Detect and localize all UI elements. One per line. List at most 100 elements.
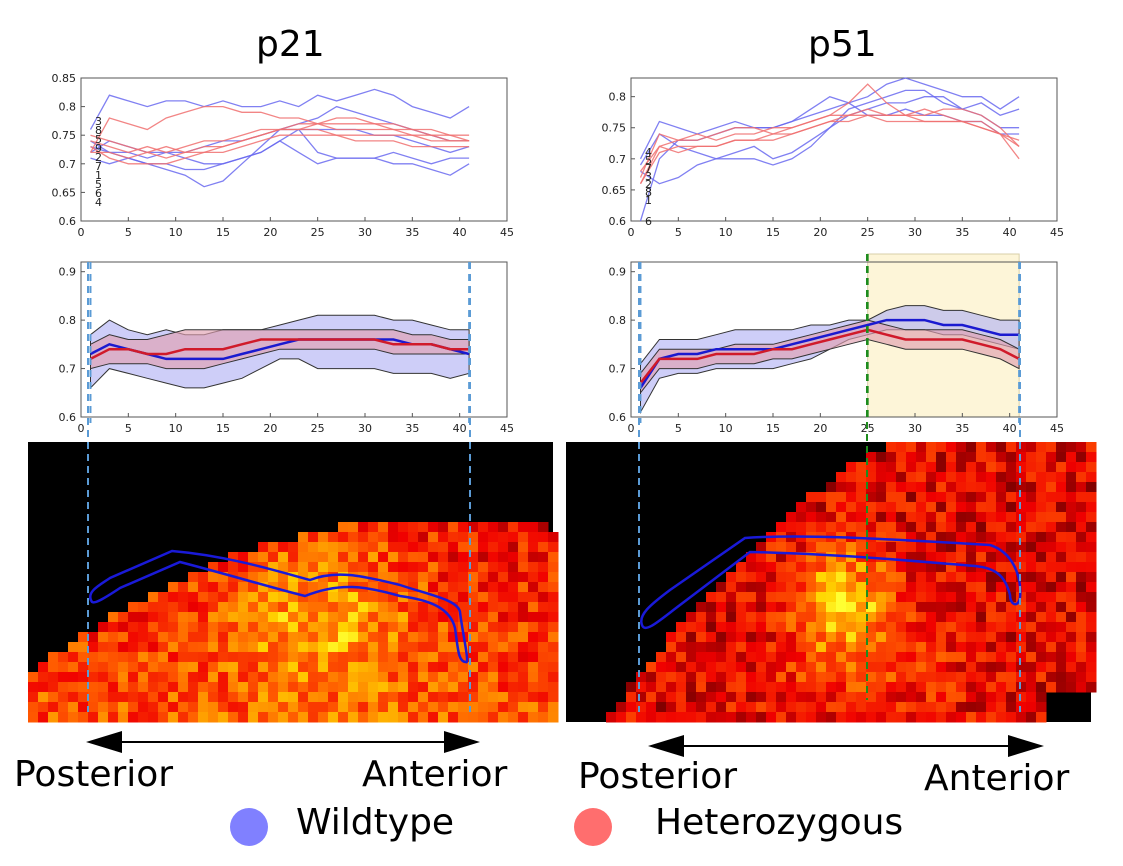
series-start-label: 2 bbox=[95, 151, 102, 164]
series-start-label: 9 bbox=[95, 142, 102, 155]
heatmap-p21 bbox=[28, 262, 559, 723]
heatmap-p21-cells bbox=[28, 522, 559, 723]
legend-wildtype-label: Wildtype bbox=[296, 802, 455, 843]
y-tick-label: 0.7 bbox=[609, 153, 627, 166]
x-tick-label: 45 bbox=[500, 226, 514, 239]
x-tick-label: 5 bbox=[675, 226, 682, 239]
y-tick-label: 0.9 bbox=[59, 266, 77, 279]
y-tick-label: 0.8 bbox=[59, 101, 77, 114]
x-tick-label: 20 bbox=[263, 422, 277, 435]
x-tick-label: 5 bbox=[675, 422, 682, 435]
y-tick-label: 0.6 bbox=[609, 411, 627, 424]
x-tick-label: 0 bbox=[628, 422, 635, 435]
x-tick-label: 40 bbox=[1003, 422, 1017, 435]
x-tick-label: 15 bbox=[766, 226, 780, 239]
x-tick-label: 0 bbox=[628, 226, 635, 239]
x-tick-label: 35 bbox=[405, 422, 419, 435]
y-tick-label: 0.9 bbox=[609, 266, 627, 279]
posterior-label-left: Posterior bbox=[14, 754, 174, 795]
x-tick-label: 20 bbox=[263, 226, 277, 239]
mean-line-heterozygous bbox=[89, 338, 470, 361]
y-tick-label: 0.8 bbox=[609, 91, 627, 104]
series-start-label: 6 bbox=[95, 187, 102, 200]
direction-arrow-left bbox=[86, 731, 480, 753]
x-tick-label: 25 bbox=[311, 226, 325, 239]
x-tick-label: 35 bbox=[405, 226, 419, 239]
y-tick-label: 0.8 bbox=[59, 314, 77, 327]
series-start-label: 5 bbox=[95, 133, 102, 146]
heatmap-p51 bbox=[566, 254, 1097, 723]
x-tick-label: 25 bbox=[861, 226, 875, 239]
y-tick-label: 0.65 bbox=[52, 186, 77, 199]
series-start-label: 7 bbox=[95, 160, 102, 173]
title-p21: p21 bbox=[256, 24, 325, 65]
series-line-heterozygous-8 bbox=[639, 114, 1020, 185]
series-start-label: 5 bbox=[95, 178, 102, 191]
mean-line-wildtype bbox=[89, 338, 470, 361]
x-tick-label: 0 bbox=[78, 422, 85, 435]
x-tick-label: 10 bbox=[719, 422, 733, 435]
legend-heterozygous-dot bbox=[574, 808, 612, 846]
anterior-label-left: Anterior bbox=[362, 754, 508, 795]
x-tick-label: 30 bbox=[358, 226, 372, 239]
x-tick-label: 35 bbox=[955, 226, 969, 239]
series-line-heterozygous-6 bbox=[89, 105, 470, 153]
series-start-label: 8 bbox=[95, 124, 102, 137]
title-p51: p51 bbox=[808, 24, 877, 65]
x-tick-label: 20 bbox=[813, 226, 827, 239]
x-tick-label: 45 bbox=[1050, 422, 1064, 435]
series-start-label: 4 bbox=[95, 196, 102, 209]
mean-line-heterozygous bbox=[639, 328, 1020, 384]
y-tick-label: 0.7 bbox=[59, 158, 77, 171]
y-tick-label: 0.85 bbox=[52, 72, 77, 85]
x-tick-label: 40 bbox=[453, 422, 467, 435]
x-tick-label: 30 bbox=[358, 422, 372, 435]
x-tick-label: 15 bbox=[216, 226, 230, 239]
y-tick-label: 0.6 bbox=[609, 215, 627, 228]
y-tick-label: 0.6 bbox=[59, 215, 77, 228]
series-start-label: 2 bbox=[645, 178, 652, 191]
series-line-heterozygous-6 bbox=[639, 108, 1020, 178]
series-start-label: 3 bbox=[95, 115, 102, 128]
series-line-wildtype-1 bbox=[89, 88, 470, 130]
x-tick-label: 30 bbox=[908, 422, 922, 435]
y-tick-label: 0.8 bbox=[609, 314, 627, 327]
anterior-label-right: Anterior bbox=[924, 758, 1070, 799]
series-start-label: 1 bbox=[95, 169, 102, 182]
series-line-wildtype-3 bbox=[639, 96, 1020, 166]
legend-heterozygous-label: Heterozygous bbox=[655, 802, 904, 843]
x-tick-label: 20 bbox=[813, 422, 827, 435]
y-tick-label: 0.7 bbox=[609, 363, 627, 376]
x-tick-label: 0 bbox=[78, 226, 85, 239]
mean-line-wildtype bbox=[639, 318, 1020, 389]
plot-frame bbox=[630, 261, 1058, 418]
y-tick-label: 0.75 bbox=[602, 122, 627, 135]
series-start-label: 5 bbox=[645, 154, 652, 167]
x-tick-label: 40 bbox=[1003, 226, 1017, 239]
x-tick-label: 10 bbox=[169, 226, 183, 239]
direction-arrow-right bbox=[648, 735, 1044, 757]
x-tick-label: 5 bbox=[125, 226, 132, 239]
x-tick-label: 10 bbox=[169, 422, 183, 435]
x-tick-label: 5 bbox=[125, 422, 132, 435]
x-tick-label: 45 bbox=[1050, 226, 1064, 239]
x-tick-label: 45 bbox=[500, 422, 514, 435]
x-tick-label: 10 bbox=[719, 226, 733, 239]
posterior-label-right: Posterior bbox=[578, 756, 738, 797]
y-tick-label: 0.75 bbox=[52, 129, 77, 142]
series-line-heterozygous-9 bbox=[90, 134, 470, 165]
x-tick-label: 15 bbox=[216, 422, 230, 435]
series-start-label: 6 bbox=[645, 215, 652, 228]
y-tick-label: 0.7 bbox=[59, 363, 77, 376]
series-start-label: 3 bbox=[645, 170, 652, 183]
series-start-label: 7 bbox=[645, 162, 652, 175]
series-start-label: 8 bbox=[645, 186, 652, 199]
x-tick-label: 40 bbox=[453, 226, 467, 239]
plot-frame bbox=[630, 77, 1058, 222]
